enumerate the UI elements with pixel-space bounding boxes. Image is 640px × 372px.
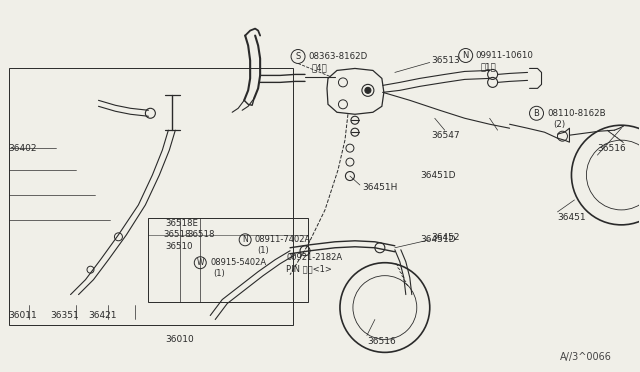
Text: N: N bbox=[243, 235, 248, 244]
Text: B: B bbox=[534, 109, 540, 118]
Text: 36451: 36451 bbox=[557, 214, 586, 222]
Text: 36451D: 36451D bbox=[420, 235, 455, 244]
Bar bbox=[9, 68, 293, 326]
Text: 36516: 36516 bbox=[597, 144, 626, 153]
Text: A//3^0066: A//3^0066 bbox=[559, 352, 611, 362]
Text: 36421: 36421 bbox=[88, 311, 117, 320]
Text: （1）: （1） bbox=[481, 62, 497, 71]
Text: 36011: 36011 bbox=[9, 311, 37, 320]
Text: PIN ピン<1>: PIN ピン<1> bbox=[286, 264, 332, 273]
Text: 36451H: 36451H bbox=[362, 183, 397, 192]
Text: 36516: 36516 bbox=[367, 337, 396, 346]
Text: 36518: 36518 bbox=[188, 230, 215, 239]
Text: 08911-7402A: 08911-7402A bbox=[254, 235, 310, 244]
Text: 08110-8162B: 08110-8162B bbox=[547, 109, 606, 118]
Text: 36547: 36547 bbox=[432, 131, 460, 140]
Text: (1): (1) bbox=[213, 269, 225, 278]
Text: 36513: 36513 bbox=[432, 56, 461, 65]
Text: N: N bbox=[463, 51, 469, 60]
Text: 36351: 36351 bbox=[51, 311, 79, 320]
Text: 36518E: 36518E bbox=[165, 219, 198, 228]
Text: （4）: （4） bbox=[312, 63, 328, 72]
Text: 36451D: 36451D bbox=[420, 170, 455, 180]
Text: (1): (1) bbox=[257, 246, 269, 255]
Text: 36402: 36402 bbox=[9, 144, 37, 153]
Text: 36452: 36452 bbox=[432, 233, 460, 242]
Text: 36510: 36510 bbox=[165, 242, 193, 251]
Text: (2): (2) bbox=[554, 120, 566, 129]
Bar bbox=[148, 218, 308, 302]
Text: 36010: 36010 bbox=[165, 335, 194, 344]
Text: 09911-10610: 09911-10610 bbox=[476, 51, 534, 60]
Text: 08363-8162D: 08363-8162D bbox=[308, 52, 367, 61]
Circle shape bbox=[365, 87, 371, 93]
Text: S: S bbox=[296, 52, 301, 61]
Text: 36518: 36518 bbox=[163, 230, 191, 239]
Text: W: W bbox=[196, 258, 204, 267]
Text: 00921-2182A: 00921-2182A bbox=[286, 253, 342, 262]
Text: 08915-5402A: 08915-5402A bbox=[210, 258, 266, 267]
